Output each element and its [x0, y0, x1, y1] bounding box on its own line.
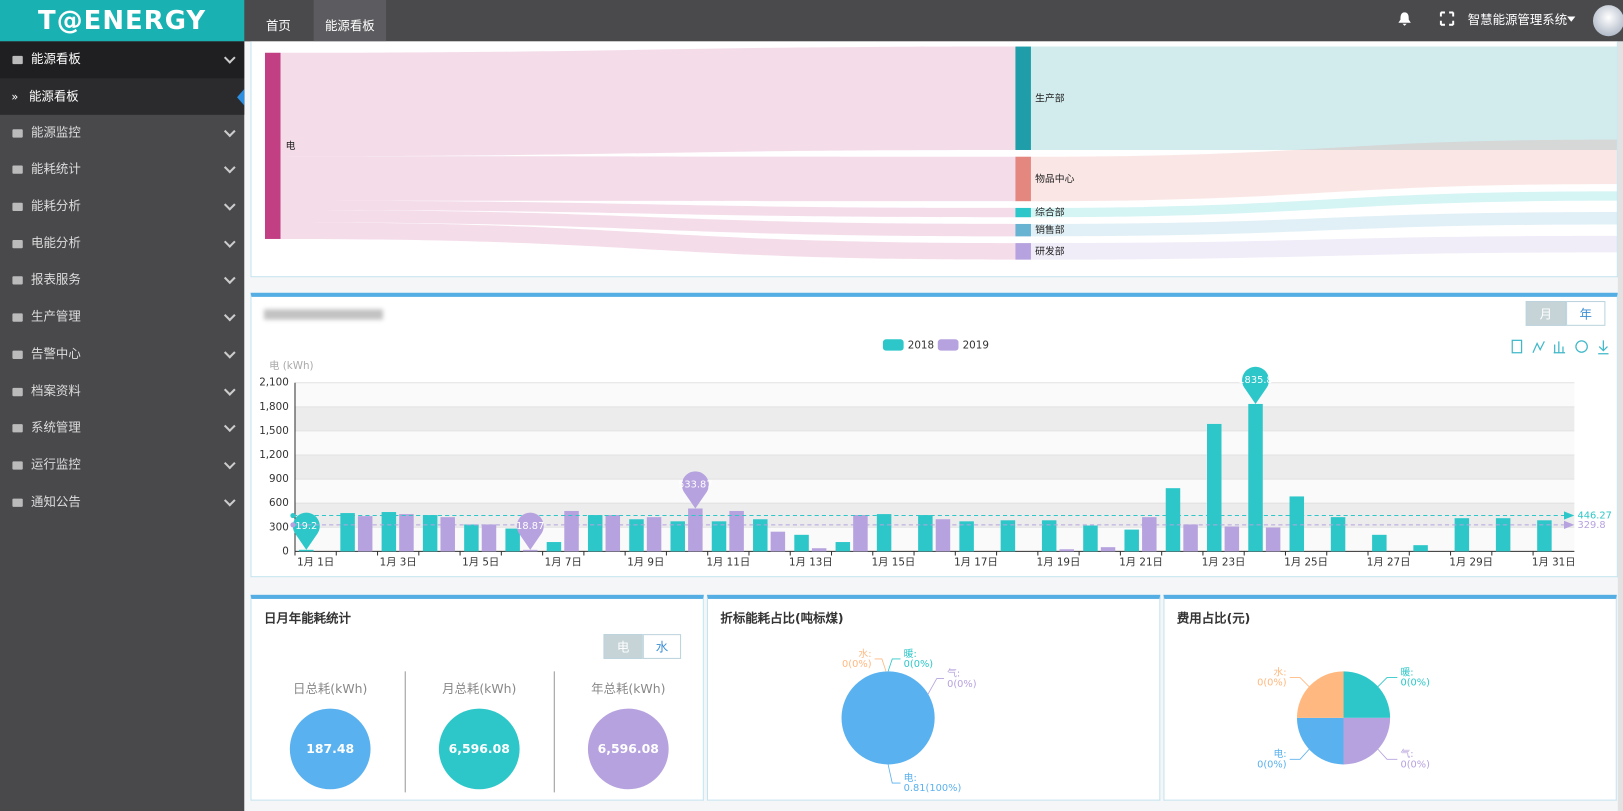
menu-label: 能源看板 — [31, 51, 81, 67]
menu-icon — [12, 424, 23, 433]
chevron — [223, 420, 236, 433]
nav-home[interactable]: 首页 — [266, 18, 291, 34]
chevron — [223, 309, 236, 322]
menu-item[interactable]: 能耗分析 — [0, 188, 244, 225]
stat-circle: 6,596.08 — [587, 708, 669, 790]
menu-icon — [12, 165, 23, 175]
submenu-marker: » — [11, 89, 19, 104]
menu-icon — [12, 387, 23, 396]
menu-icon — [12, 239, 23, 249]
menu-label: 能源监控 — [31, 124, 81, 140]
menu-label: 电能分析 — [31, 235, 81, 251]
month-button[interactable]: 月 — [1525, 301, 1567, 326]
menu-label: 能耗统计 — [31, 161, 81, 177]
chevron — [223, 235, 236, 248]
stat-label: 月总耗(kWh) — [442, 681, 517, 697]
menu-icon — [12, 313, 23, 322]
menu-item[interactable]: 能源看板 — [0, 41, 245, 79]
blurred-title — [263, 309, 383, 320]
sankey-panel — [250, 41, 1618, 278]
menu-item[interactable]: 电能分析 — [0, 225, 244, 262]
panel-title: 折标能耗占比(吨标煤) — [720, 611, 844, 626]
fullscreen-icon[interactable] — [1439, 11, 1455, 26]
chevron — [223, 457, 236, 470]
chevron — [223, 162, 236, 174]
menu-item[interactable]: 系统管理 — [0, 410, 244, 447]
sidebar: 能源看板 » 能源看板能源监控能耗统计能耗分析电能分析报表服务生产管理告警中心档案资… — [0, 41, 245, 811]
chevron — [223, 52, 236, 64]
menu-item[interactable]: 能源监控 — [0, 114, 244, 151]
logo[interactable]: T@ENERGY — [0, 0, 245, 42]
menu-label: 通知公告 — [31, 494, 81, 509]
elec-button[interactable]: 电 — [603, 634, 643, 659]
chevron — [223, 383, 236, 396]
menu-item[interactable]: 通知公告 — [0, 484, 244, 521]
stat-circle: 187.48 — [289, 708, 371, 790]
divider — [404, 671, 406, 793]
pie-panel: 费用占比(元) — [1163, 594, 1617, 801]
menu-icon — [12, 498, 23, 507]
system-menu[interactable]: 智慧能源管理系统 — [1467, 12, 1568, 27]
menu-item[interactable]: 能耗统计 — [0, 151, 244, 188]
menu-label: 运行监控 — [31, 457, 81, 472]
stat-label: 年总耗(kWh) — [591, 681, 666, 697]
active-marker — [237, 88, 245, 106]
chevron — [223, 346, 236, 359]
chevron — [223, 494, 236, 507]
water-button[interactable]: 水 — [642, 634, 682, 659]
submenu-label: 能源看板 — [28, 88, 79, 104]
menu-item[interactable]: 报表服务 — [0, 262, 244, 299]
chevron — [223, 199, 236, 211]
menu-icon — [12, 202, 23, 212]
menu-icon — [12, 461, 23, 470]
panel-title: 费用占比(元) — [1176, 611, 1251, 626]
submenu-item[interactable]: » 能源看板 — [0, 78, 245, 115]
scrollbar — [1617, 41, 1623, 811]
chevron — [223, 272, 236, 285]
menu-label: 生产管理 — [31, 309, 81, 324]
panel-title: 日月年能耗统计 — [263, 611, 351, 626]
menu-label: 系统管理 — [31, 420, 81, 435]
menu-icon — [12, 128, 23, 138]
menu-item[interactable]: 档案资料 — [0, 373, 244, 410]
menu-item[interactable]: 运行监控 — [0, 447, 244, 484]
menu-item[interactable]: 告警中心 — [0, 336, 244, 373]
menu-item[interactable]: 生产管理 — [0, 299, 244, 336]
year-button[interactable]: 年 — [1566, 301, 1606, 326]
bell-icon[interactable] — [1397, 11, 1411, 26]
menu-label: 报表服务 — [31, 272, 81, 287]
stat-circle: 6,596.08 — [438, 708, 520, 790]
stats-panel: 日月年能耗统计 电 水 日总耗(kWh) 187.48 月总耗(kWh) 6,596.… — [250, 594, 704, 801]
stat-label: 日总耗(kWh) — [293, 681, 368, 697]
avatar[interactable] — [1592, 5, 1623, 37]
menu-label: 档案资料 — [31, 383, 81, 398]
trend-panel: 月 年 — [250, 292, 1618, 578]
menu-label: 能耗分析 — [31, 198, 81, 214]
nav-tab[interactable]: 能源看板 — [313, 0, 387, 42]
menu-label: 告警中心 — [31, 346, 81, 361]
caret — [1567, 16, 1576, 22]
chevron — [223, 125, 236, 137]
divider — [553, 671, 555, 793]
pie-panel: 折标能耗占比(吨标煤) — [706, 594, 1161, 801]
menu-icon — [12, 276, 23, 285]
menu-icon — [12, 350, 23, 359]
header: T@ENERGY 首页 能源看板 智慧能源管理系统 — [0, 0, 1623, 42]
menu-icon — [12, 55, 23, 65]
